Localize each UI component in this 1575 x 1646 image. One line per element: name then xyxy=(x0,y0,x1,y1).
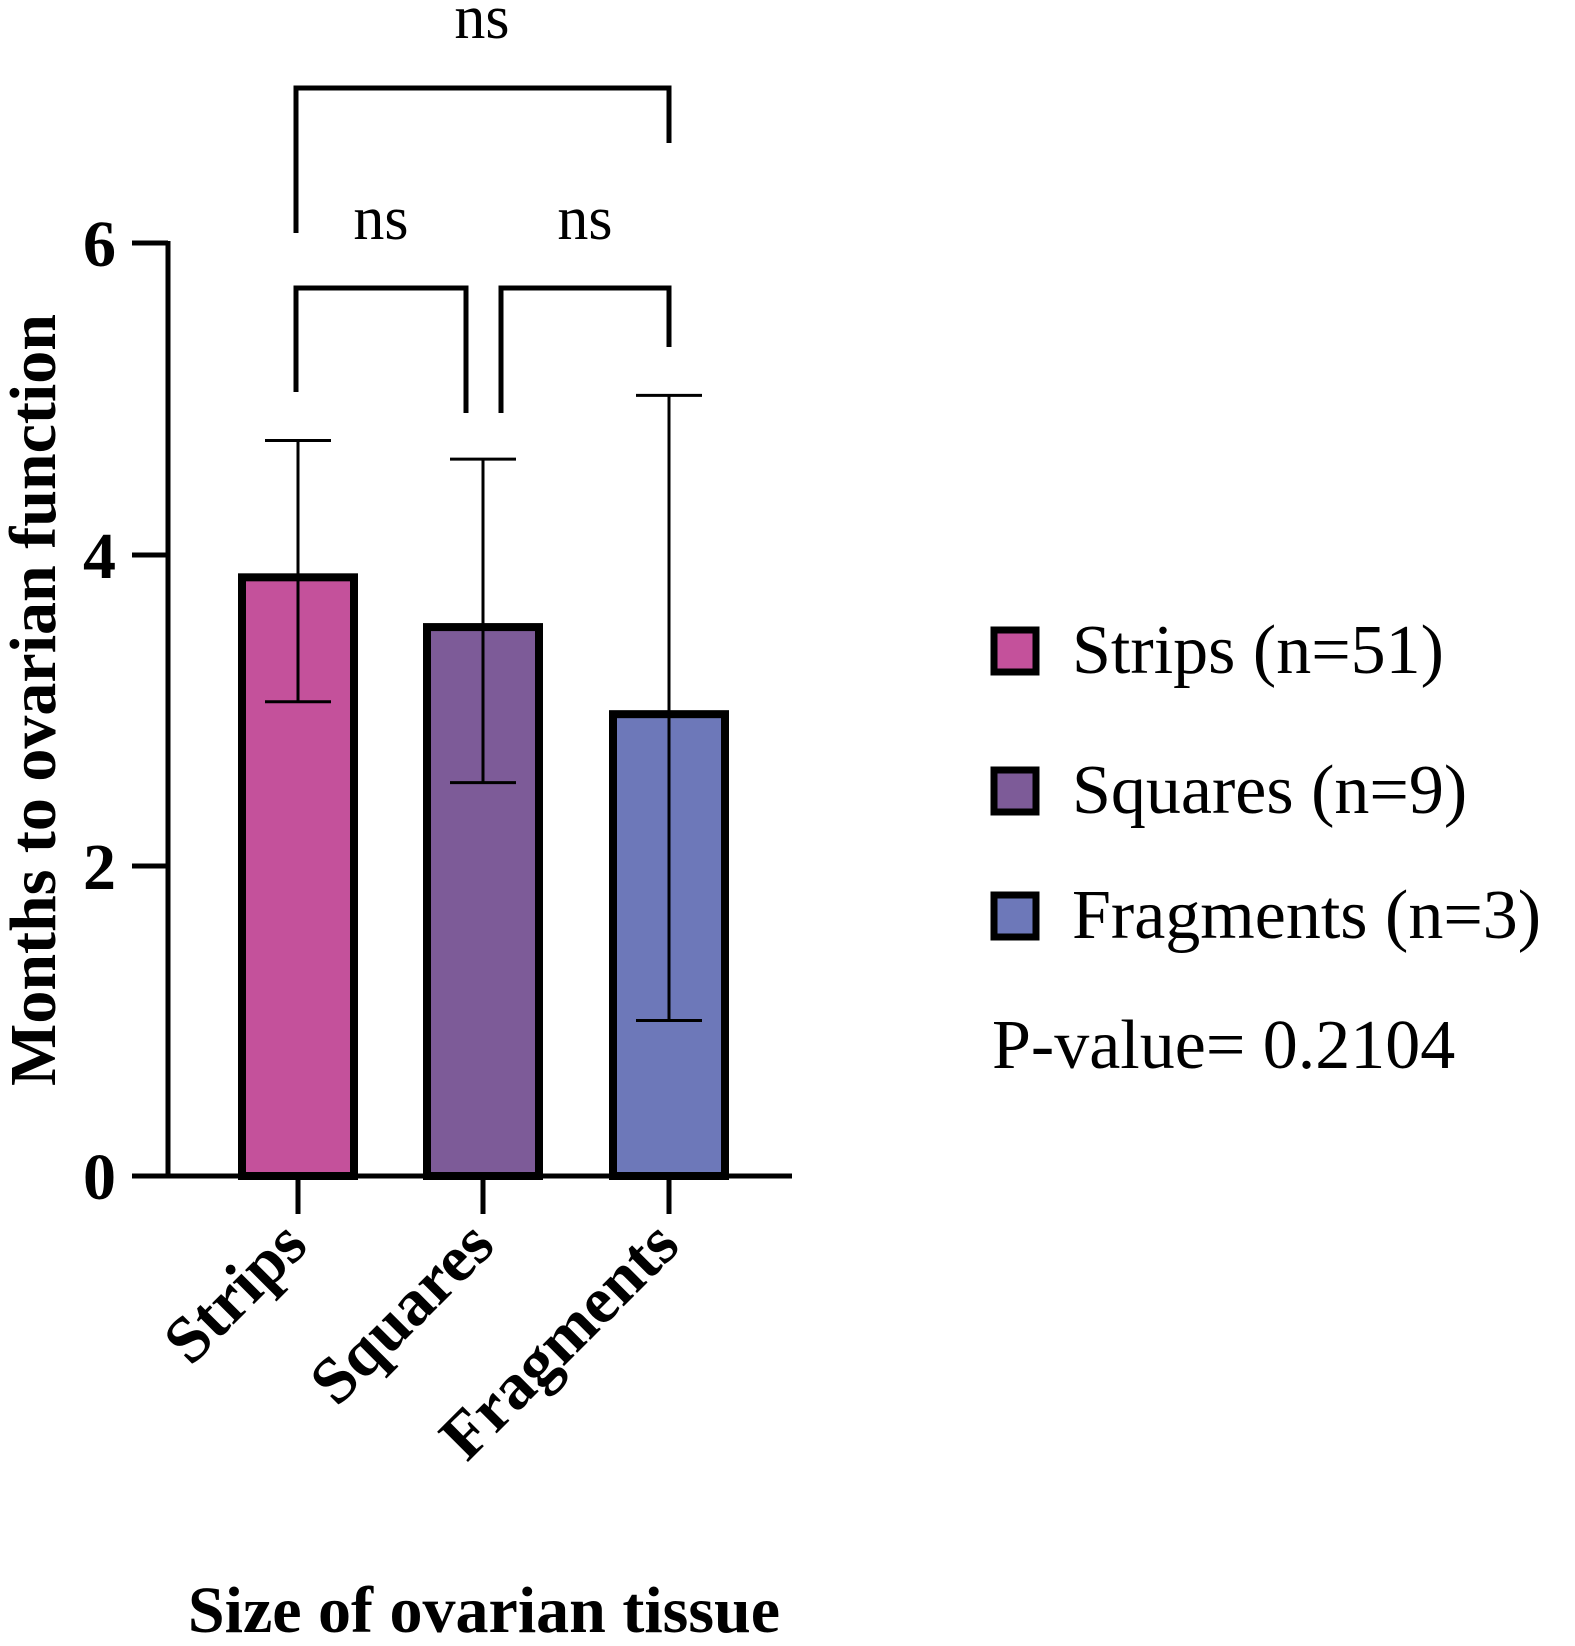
y-tick-label: 4 xyxy=(83,520,116,593)
significance-bracket-strips-fragments xyxy=(293,85,672,233)
legend-swatch-squares xyxy=(990,766,1040,816)
legend-swatch-fragments xyxy=(990,891,1040,941)
significance-label-strips-squares: ns xyxy=(353,185,408,253)
legend-label-fragments: Fragments (n=3) xyxy=(1072,877,1541,954)
y-tick-label: 0 xyxy=(83,1141,116,1214)
p-value-annotation: P-value= 0.2104 xyxy=(992,1007,1455,1084)
y-tick-label: 2 xyxy=(83,831,116,904)
error-bar-strips xyxy=(265,438,331,704)
legend-label-strips: Strips (n=51) xyxy=(1072,612,1444,689)
error-bar-squares xyxy=(450,457,516,785)
significance-bracket-strips-squares xyxy=(293,285,469,413)
x-tick-label-strips: Strips xyxy=(150,1207,321,1378)
y-axis-title: Months to ovarian function xyxy=(0,314,70,1086)
legend: Strips (n=51) Squares (n=9) Fragments (n… xyxy=(990,612,1541,1084)
y-tick-label: 6 xyxy=(83,208,116,281)
significance-label-strips-fragments: ns xyxy=(454,0,509,52)
significance-bracket-squares-fragments xyxy=(498,285,672,413)
significance-label-squares-fragments: ns xyxy=(557,185,612,253)
error-bar-fragments xyxy=(636,393,702,1022)
x-axis-title: Size of ovarian tissue xyxy=(188,1574,780,1646)
legend-label-squares: Squares (n=9) xyxy=(1072,752,1467,829)
legend-swatch-strips xyxy=(990,626,1040,676)
